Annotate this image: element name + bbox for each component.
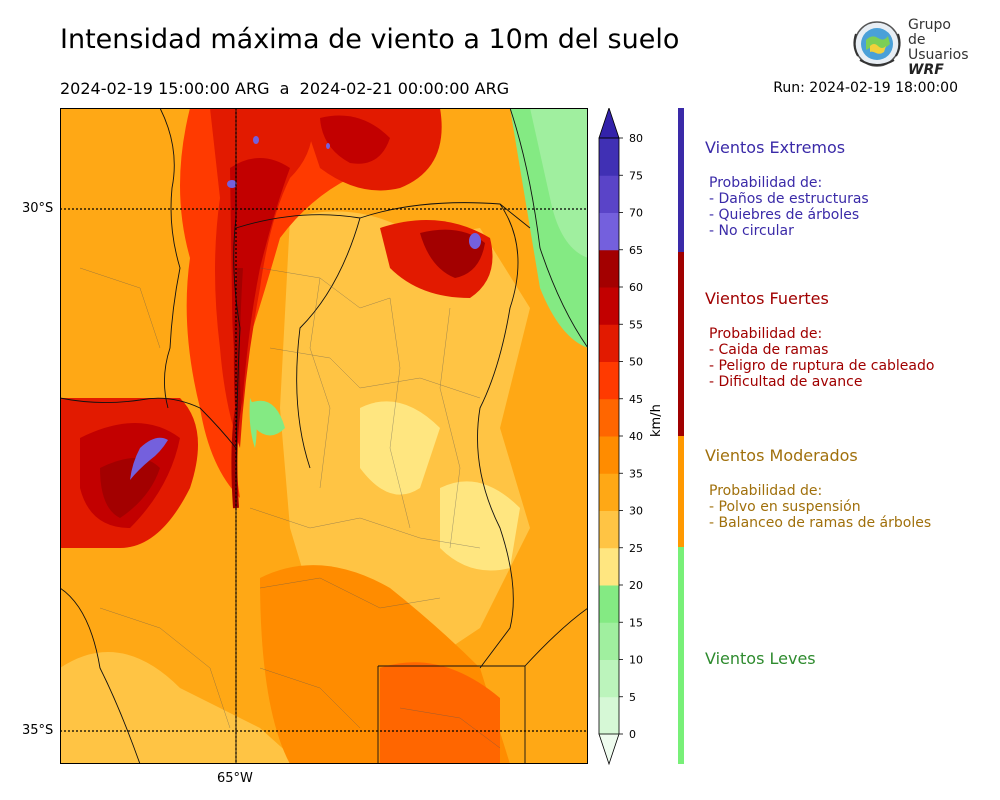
colorbar-segment: [599, 547, 619, 586]
colorbar-segment: [599, 473, 619, 511]
strip-light: [678, 547, 684, 764]
period-start: 2024-02-19 15:00:00 ARG: [60, 79, 270, 98]
extreme-wind-patch-ne: [326, 143, 330, 149]
colorbar-tick-label: 70: [629, 207, 643, 220]
logo-line-1: Grupo de: [908, 17, 951, 48]
colorbar-tick-label: 50: [629, 356, 643, 369]
colorbar-tick-label: 5: [629, 691, 636, 704]
category-line: - Peligro de ruptura de cableado: [709, 358, 935, 374]
colorbar-segment: [599, 659, 619, 698]
colorbar-segment: [599, 324, 619, 362]
category-line: - Daños de estructuras: [709, 191, 869, 207]
extreme-wind-patch-north: [227, 180, 237, 188]
colorbar-segment: [599, 138, 619, 176]
colorbar-segment: [599, 622, 619, 660]
map-frame: [60, 108, 588, 764]
run-timestamp: Run: 2024-02-19 18:00:00: [773, 80, 958, 96]
globe-seal-icon: [853, 21, 901, 67]
field-60-65-ne: [320, 115, 390, 164]
colorbar-tick-label: 55: [629, 318, 643, 331]
category-line: Probabilidad de:: [709, 483, 823, 499]
category-title: Vientos Extremos: [705, 138, 846, 157]
field-60-65-east: [420, 229, 485, 278]
field-45-50-south: [380, 662, 500, 764]
field-15-20-east: [530, 108, 588, 258]
period-end: 2024-02-21 00:00:00 ARG: [299, 79, 510, 98]
colorbar-segment: [599, 361, 619, 400]
colorbar-segment: [599, 175, 619, 213]
category-description: Probabilidad de: - Caida de ramas - Peli…: [705, 326, 934, 390]
colorbar-segment: [599, 510, 619, 549]
logo-line-2: Usuarios: [908, 47, 969, 63]
wind-map: [60, 108, 588, 764]
colorbar-extend-max: [598, 108, 620, 139]
category-title: Vientos Moderados: [705, 446, 858, 465]
category-line: - No circular: [709, 223, 794, 239]
category-title: Vientos Leves: [705, 649, 816, 668]
colorbar-segment: [599, 287, 619, 325]
colorbar-tick-label: 80: [629, 132, 643, 145]
colorbar-tick-label: 10: [629, 654, 643, 667]
field-25-30-b: [440, 481, 520, 571]
colorbar-segment: [599, 398, 619, 437]
colorbar-tick-label: 20: [629, 579, 643, 592]
logo-line-3: WRF: [908, 62, 944, 78]
field-30-35-south: [60, 652, 300, 764]
colorbar-tick-label: 60: [629, 281, 643, 294]
category-moderate: Vientos Moderados Probabilidad de: - Pol…: [705, 446, 931, 531]
colorbar-unit-label: km/h: [649, 404, 664, 437]
department-boundaries: [79, 267, 501, 749]
category-line: - Quiebres de árboles: [709, 207, 860, 223]
category-line: - Caida de ramas: [709, 342, 829, 358]
colorbar-tick-label: 15: [629, 616, 643, 629]
category-strong: Vientos Fuertes Probabilidad de: - Caida…: [705, 289, 934, 390]
category-title: Vientos Fuertes: [705, 289, 829, 308]
lat-label-35s: 35°S: [22, 723, 54, 738]
wind-speed-colorbar: 0 5 10 15 20 25 30 35 40 45 50 55 60 65 70 75 80: [598, 108, 643, 766]
colorbar-segment: [599, 696, 619, 735]
extreme-wind-patch-north-2: [253, 136, 259, 144]
lon-label-65w: 65°W: [217, 771, 253, 786]
strip-extreme: [678, 108, 684, 252]
category-extreme: Vientos Extremos Probabilidad de: - Daño…: [705, 138, 869, 239]
colorbar-tick-label: 25: [629, 542, 643, 555]
colorbar-segment: [599, 212, 619, 251]
field-green-patch: [250, 400, 285, 436]
colorbar-tick-label: 65: [629, 244, 643, 257]
logo-text: Grupo de Usuarios WRF: [908, 18, 969, 78]
map-title: Intensidad máxima de viento a 10m del su…: [60, 24, 680, 55]
colorbar-tick-label: 0: [629, 728, 636, 741]
category-description: Probabilidad de: - Polvo en suspensión -…: [705, 483, 931, 531]
colorbar-tick-label: 40: [629, 430, 643, 443]
colorbar-tick-label: 35: [629, 467, 643, 480]
extreme-wind-patch-east: [469, 233, 481, 249]
strip-strong: [678, 252, 684, 436]
category-line: - Polvo en suspensión: [709, 499, 861, 515]
colorbar-segment: [599, 585, 619, 623]
field-green-west: [249, 398, 257, 448]
category-line: Probabilidad de:: [709, 175, 823, 191]
lat-label-30s: 30°S: [22, 201, 54, 216]
category-line: - Dificultad de avance: [709, 374, 863, 390]
strip-moderate: [678, 436, 684, 547]
category-description: Probabilidad de: - Daños de estructuras …: [705, 175, 869, 239]
category-line: - Balanceo de ramas de árboles: [709, 515, 932, 531]
colorbar-tick-label: 75: [629, 169, 643, 182]
colorbar-extend-min: [598, 733, 620, 766]
field-60-65-north: [230, 158, 290, 408]
forecast-period: 2024-02-19 15:00:00 ARG a 2024-02-21 00:…: [60, 79, 509, 98]
period-separator: a: [279, 79, 290, 98]
colorbar-tick-label: 45: [629, 393, 643, 406]
colorbar-segment: [599, 249, 619, 288]
wrf-users-logo: Grupo de Usuarios WRF: [848, 16, 969, 78]
extreme-wind-patch-west: [130, 437, 168, 480]
category-light: Vientos Leves: [705, 649, 816, 668]
field-25-30: [360, 401, 440, 495]
colorbar-tick-label: 30: [629, 505, 643, 518]
field-65-west: [100, 458, 160, 518]
category-line: Probabilidad de:: [709, 326, 823, 342]
colorbar-segment: [599, 436, 619, 474]
